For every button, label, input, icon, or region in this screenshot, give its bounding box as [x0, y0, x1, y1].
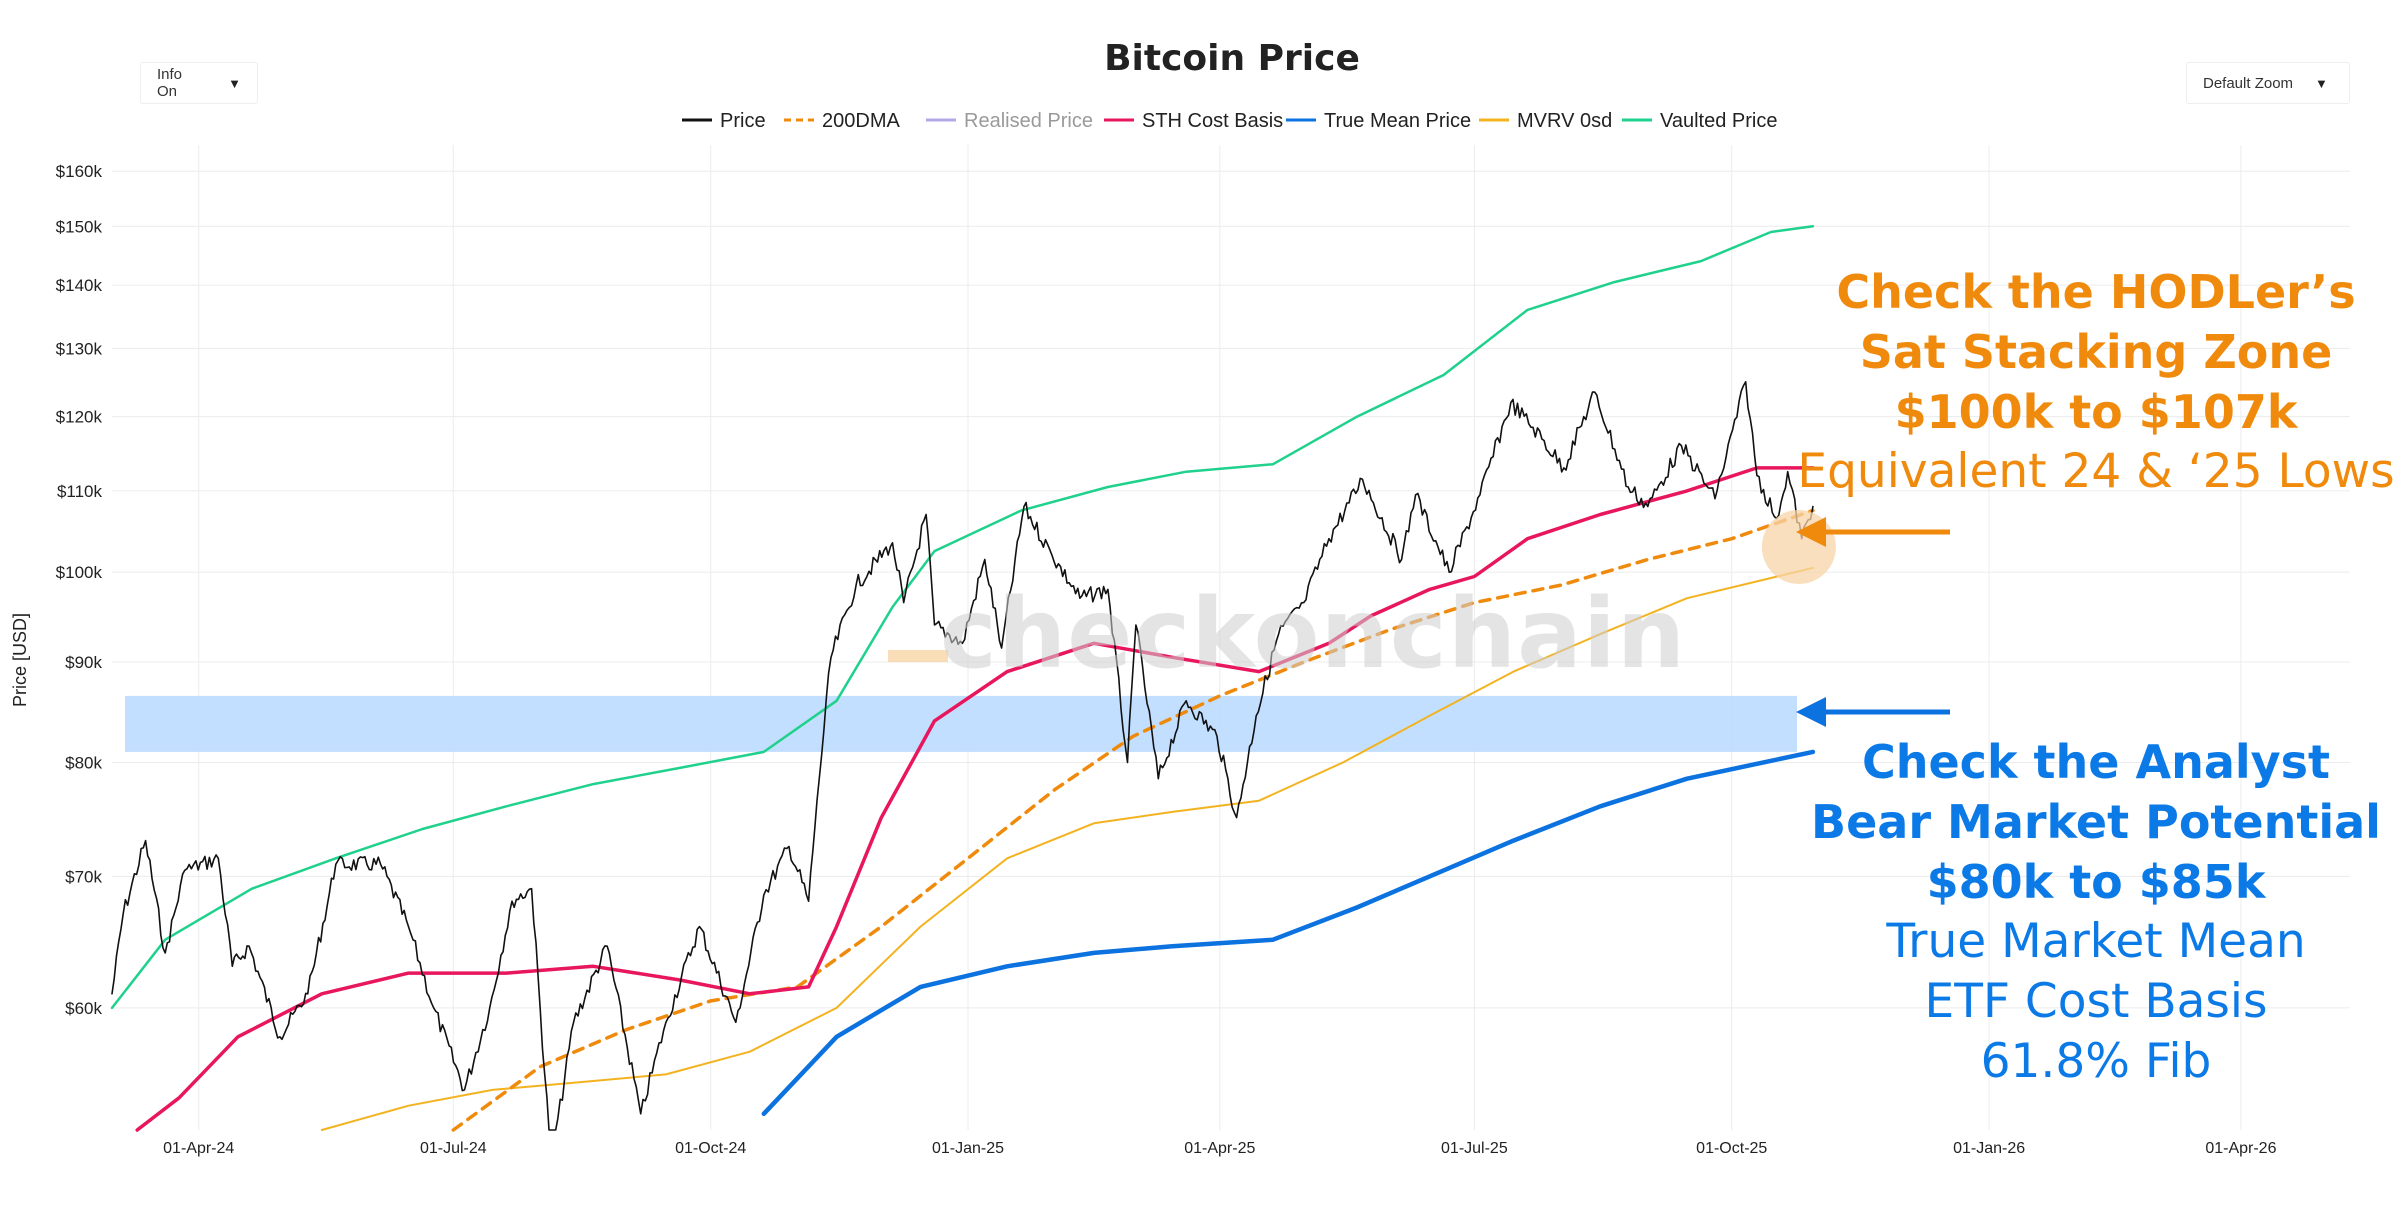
bear-callout-line3: $80k to $85k	[1926, 855, 2266, 909]
legend[interactable]: Price 200DMA Realised Price STH Cost Basis T…	[682, 110, 1777, 132]
bear-callout: Check the Analyst Bear Market Potential …	[1786, 732, 2400, 1092]
legend-item-price[interactable]: Price	[682, 110, 766, 132]
y-tick-label: $140k	[56, 276, 103, 295]
y-tick-label: $80k	[65, 754, 102, 773]
info-dropdown-label: Info On	[157, 66, 183, 100]
legend-label-sth: STH Cost Basis	[1142, 110, 1283, 132]
chart-title: Bitcoin Price	[1104, 38, 1360, 79]
info-dropdown[interactable]: Info On ▼	[140, 62, 258, 104]
series-layer	[110, 225, 1816, 1132]
grid-layer	[112, 145, 2350, 1130]
bear-callout-line2: Bear Market Potential	[1811, 795, 2381, 849]
legend-item-dma200[interactable]: 200DMA	[784, 110, 900, 132]
blue-arrow-head-icon	[1796, 697, 1826, 727]
legend-label-mvrv: MVRV 0sd	[1517, 110, 1612, 132]
hodl-callout: Check the HODLer’s Sat Stacking Zone $10…	[1786, 262, 2400, 502]
legend-item-sth[interactable]: STH Cost Basis	[1104, 110, 1283, 132]
hodl-callout-line1: Check the HODLer’s	[1836, 265, 2356, 319]
legend-label-price: Price	[720, 110, 766, 132]
y-tick-label: $120k	[56, 408, 103, 427]
x-tick-label: 01-Apr-24	[163, 1140, 234, 1157]
x-tick-label: 01-Jan-25	[932, 1140, 1004, 1157]
bear-callout-line6: 61.8% Fib	[1980, 1034, 2212, 1089]
x-tick-label: 01-Oct-24	[675, 1140, 746, 1157]
legend-item-realised[interactable]: Realised Price	[926, 110, 1093, 132]
hodl-callout-line3: $100k to $107k	[1894, 385, 2298, 439]
legend-item-truemean[interactable]: True Mean Price	[1286, 110, 1471, 132]
bear-callout-line4: True Market Mean	[1886, 914, 2306, 969]
watermark-dash	[888, 650, 948, 662]
y-tick-label: $130k	[56, 339, 103, 358]
highlight-band	[125, 695, 1797, 752]
zoom-dropdown[interactable]: Default Zoom ▼	[2186, 62, 2350, 104]
x-tick-label: 01-Jul-25	[1441, 1140, 1508, 1157]
x-tick-label: 01-Oct-25	[1696, 1140, 1767, 1157]
y-tick-label: $90k	[65, 653, 102, 672]
bear-callout-line1: Check the Analyst	[1861, 735, 2331, 789]
y-tick-label: $100k	[56, 563, 103, 582]
hodl-callout-line2: Sat Stacking Zone	[1859, 325, 2333, 379]
x-tick-label: 01-Jan-26	[1953, 1140, 2025, 1157]
legend-label-realised: Realised Price	[964, 110, 1093, 132]
y-tick-label: $160k	[56, 162, 103, 181]
y-tick-label: $150k	[56, 217, 103, 236]
series-line-sth	[135, 466, 1815, 1132]
legend-label-dma200: 200DMA	[822, 110, 900, 132]
x-tick-label: 01-Apr-25	[1184, 1140, 1255, 1157]
caret-down-icon: ▼	[2315, 75, 2328, 91]
zoom-dropdown-label: Default Zoom	[2203, 74, 2294, 92]
y-tick-label: $110k	[57, 482, 103, 501]
series-line-price	[111, 381, 1814, 1131]
orange-arrow-head-icon	[1796, 517, 1826, 547]
arrows-layer	[1796, 517, 1950, 727]
series-line-vaulted	[110, 225, 1815, 1010]
legend-item-mvrv[interactable]: MVRV 0sd	[1479, 110, 1612, 132]
axis-layer: $60k $70k $80k $90k $100k $110k $120k $130k $140…	[56, 162, 2277, 1157]
x-tick-label: 01-Jul-24	[420, 1140, 487, 1157]
y-tick-label: $60k	[65, 999, 102, 1018]
watermark: checkonchain	[940, 578, 1687, 690]
series-line-truemean	[761, 749, 1816, 1117]
legend-item-vaulted[interactable]: Vaulted Price	[1622, 110, 1777, 132]
x-tick-label: 01-Apr-26	[2205, 1140, 2276, 1157]
y-tick-label: $70k	[65, 867, 102, 886]
series-line-dma200	[451, 508, 1815, 1132]
legend-label-vaulted: Vaulted Price	[1660, 110, 1777, 132]
legend-label-truemean: True Mean Price	[1324, 110, 1471, 132]
hodl-callout-line4: Equivalent 24 & ‘25 Lows	[1797, 444, 2395, 499]
y-axis-label: Price [USD]	[10, 613, 30, 707]
caret-down-icon: ▼	[228, 75, 241, 91]
bear-callout-line5: ETF Cost Basis	[1924, 974, 2268, 1029]
